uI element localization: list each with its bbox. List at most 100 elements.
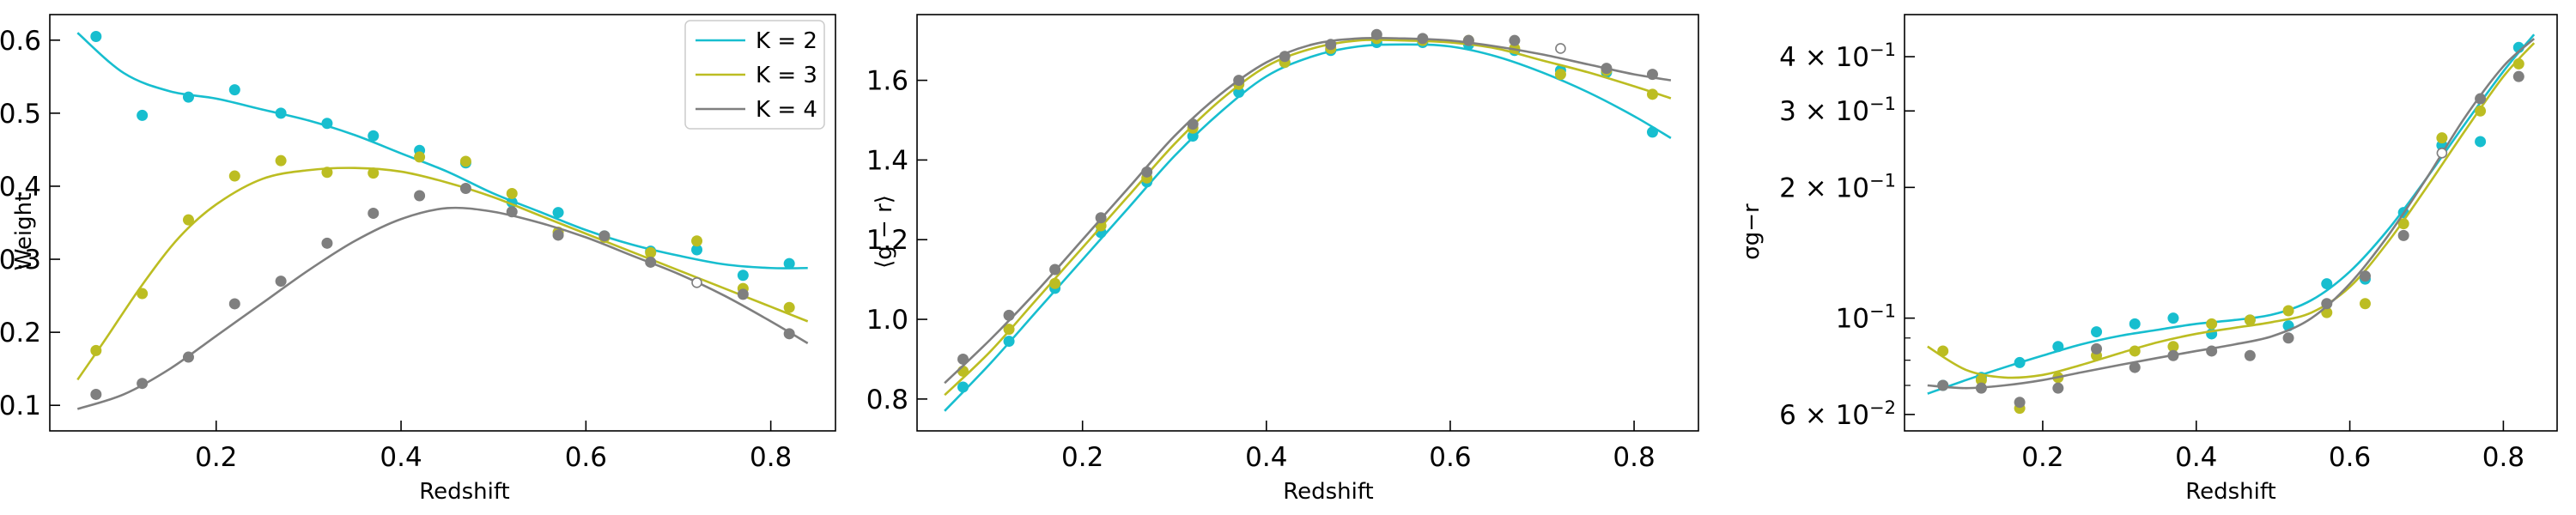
weight-series-k3-point bbox=[368, 167, 380, 179]
color-mean-xtick-label: 0.2 bbox=[1061, 442, 1103, 473]
color-mean-series-k4-point bbox=[1187, 118, 1199, 130]
color-scatter-series-k4-point bbox=[2091, 342, 2103, 354]
color-scatter-series-k2-point bbox=[2167, 312, 2179, 324]
color-scatter-series-k4 bbox=[1927, 38, 2536, 409]
color-scatter-series-k4-point bbox=[2321, 298, 2333, 310]
weight-xtick-label: 0.6 bbox=[565, 442, 607, 473]
color-scatter-series-k2-curve bbox=[1927, 33, 2536, 395]
color-scatter-series-k4-point bbox=[2282, 332, 2294, 344]
color-mean-series-k3-point bbox=[1003, 324, 1015, 336]
weight-plot: 0.2 0.4 0.6 0.8 0.1 0.2 0.3 0.4 0.5 0.6 bbox=[0, 14, 836, 473]
color-mean-series-k4-point bbox=[957, 353, 969, 365]
color-mean-series-k4-point bbox=[1003, 309, 1015, 321]
weight-legend: K = 2 K = 3 K = 4 bbox=[684, 20, 825, 130]
legend-label-k3: K = 3 bbox=[756, 63, 817, 88]
color-mean-ytick-label: 1.4 bbox=[866, 145, 908, 176]
color-scatter-series-k2 bbox=[1927, 33, 2536, 395]
weight-ytick-label: 0.5 bbox=[0, 99, 41, 130]
weight-series-k2-point bbox=[691, 244, 703, 256]
color-scatter-series-k3-point bbox=[2475, 105, 2487, 117]
weight-series-k4-point bbox=[598, 230, 611, 242]
weight-xlabel: Redshift bbox=[419, 479, 510, 505]
color-scatter-xtick-label: 0.6 bbox=[2329, 442, 2371, 473]
weight-series-k2-point bbox=[552, 207, 564, 219]
weight-series-k3-point bbox=[645, 246, 657, 258]
color-scatter-series-k4-point bbox=[1937, 379, 1949, 391]
color-scatter-series-k3-curve bbox=[1927, 42, 2536, 379]
legend-frame bbox=[684, 20, 825, 130]
weight-series-k4-point bbox=[459, 183, 471, 195]
weight-series-k4-point bbox=[645, 256, 657, 268]
weight-ytick-label: 0.2 bbox=[0, 318, 41, 348]
weight-series-k2-point bbox=[737, 270, 749, 282]
color-mean-series-k4-point bbox=[1233, 75, 1245, 87]
weight-series-k3-point bbox=[691, 235, 703, 247]
weight-series-k4-point bbox=[414, 190, 426, 202]
weight-series-k2-point bbox=[368, 130, 380, 142]
color-scatter-series-k4-point bbox=[2397, 229, 2409, 241]
weight-series-k2-point bbox=[275, 107, 287, 119]
color-scatter-series-k4-point bbox=[2512, 70, 2524, 82]
color-mean-ytick-label: 1.6 bbox=[866, 66, 908, 97]
color-mean-series-k4-curve bbox=[944, 36, 1672, 385]
color-mean-series-k4 bbox=[944, 28, 1672, 385]
color-scatter-series-k3-point bbox=[2436, 132, 2448, 144]
color-scatter-series-k4-point bbox=[2129, 361, 2141, 373]
color-mean-series-k2-point bbox=[1646, 126, 1658, 138]
color-scatter-series-k2-point bbox=[2129, 318, 2141, 330]
color-scatter-xtick-label: 0.4 bbox=[2175, 442, 2217, 473]
color-mean-xlabel: Redshift bbox=[1283, 479, 1374, 505]
weight-series-k4-point bbox=[182, 351, 194, 363]
weight-series-k3-point bbox=[783, 301, 795, 313]
weight-xtick-label: 0.8 bbox=[750, 442, 792, 473]
weight-series-k2-point bbox=[182, 91, 194, 103]
color-scatter-series-k3-point bbox=[2282, 305, 2294, 317]
weight-series-k4-point bbox=[691, 276, 702, 288]
color-scatter-series-k2-point bbox=[2014, 356, 2026, 368]
weight-series-k3-point bbox=[228, 170, 240, 182]
color-scatter-ytick-label: 4 × 10−1 bbox=[1779, 39, 1896, 73]
weight-series-k4-point bbox=[137, 378, 149, 390]
color-scatter-series-k4-point bbox=[2475, 93, 2487, 105]
color-scatter-xtick-label: 0.2 bbox=[2021, 442, 2063, 473]
weight-series-k2-point bbox=[137, 109, 149, 121]
color-scatter-series-k2-point bbox=[2475, 136, 2487, 148]
color-mean-series-k4-point bbox=[1279, 51, 1291, 63]
weight-series-k4-point bbox=[783, 328, 795, 340]
color-scatter-ylabel: σg−r bbox=[1739, 203, 1765, 260]
weight-series-k2-point bbox=[90, 31, 102, 43]
color-mean-series-k2-curve bbox=[944, 43, 1672, 412]
weight-series-k4-point bbox=[737, 288, 749, 300]
weight-series-k3-curve bbox=[76, 167, 809, 381]
color-mean-series-k2-point bbox=[1003, 336, 1015, 348]
color-scatter-xtick-label: 0.8 bbox=[2482, 442, 2524, 473]
weight-series-k4-point bbox=[506, 206, 518, 218]
weight-xtick-label: 0.2 bbox=[195, 442, 237, 473]
color-scatter-series-k3-point bbox=[2167, 341, 2179, 353]
color-mean-series-k4-point bbox=[1417, 33, 1429, 45]
weight-series-k4-point bbox=[275, 276, 287, 288]
color-scatter-series-k4-point bbox=[2167, 349, 2179, 361]
weight-series-k3-point bbox=[90, 344, 102, 356]
color-scatter-frame bbox=[1904, 14, 2558, 432]
weight-series-k4-point bbox=[552, 229, 564, 241]
weight-frame bbox=[49, 14, 836, 432]
color-mean-series-k3-point bbox=[1554, 69, 1566, 81]
weight-series-k2-point bbox=[228, 84, 240, 96]
color-scatter-series-k4-curve bbox=[1927, 38, 2536, 390]
color-mean-frame bbox=[916, 14, 1699, 432]
color-scatter-series-k4-point bbox=[2436, 147, 2448, 159]
color-scatter-series-k4-point bbox=[2206, 345, 2218, 357]
color-mean-series-k2-point bbox=[1187, 130, 1199, 142]
weight-series-k3-point bbox=[506, 187, 518, 199]
weight-series-k3-point bbox=[182, 214, 194, 226]
color-mean-series-k4-point bbox=[1555, 43, 1566, 54]
color-mean-ytick-label: 0.8 bbox=[866, 385, 908, 415]
color-scatter-series-k3-point bbox=[1937, 345, 1949, 357]
color-mean-series-k3 bbox=[944, 33, 1672, 397]
color-mean-ytick-label: 1.0 bbox=[866, 305, 908, 336]
weight-series-k2-curve bbox=[76, 32, 808, 270]
color-scatter-series-k4-point bbox=[2359, 270, 2371, 282]
color-scatter-ytick-label: 2 × 10−1 bbox=[1779, 170, 1896, 203]
weight-series-k3-point bbox=[321, 167, 333, 179]
